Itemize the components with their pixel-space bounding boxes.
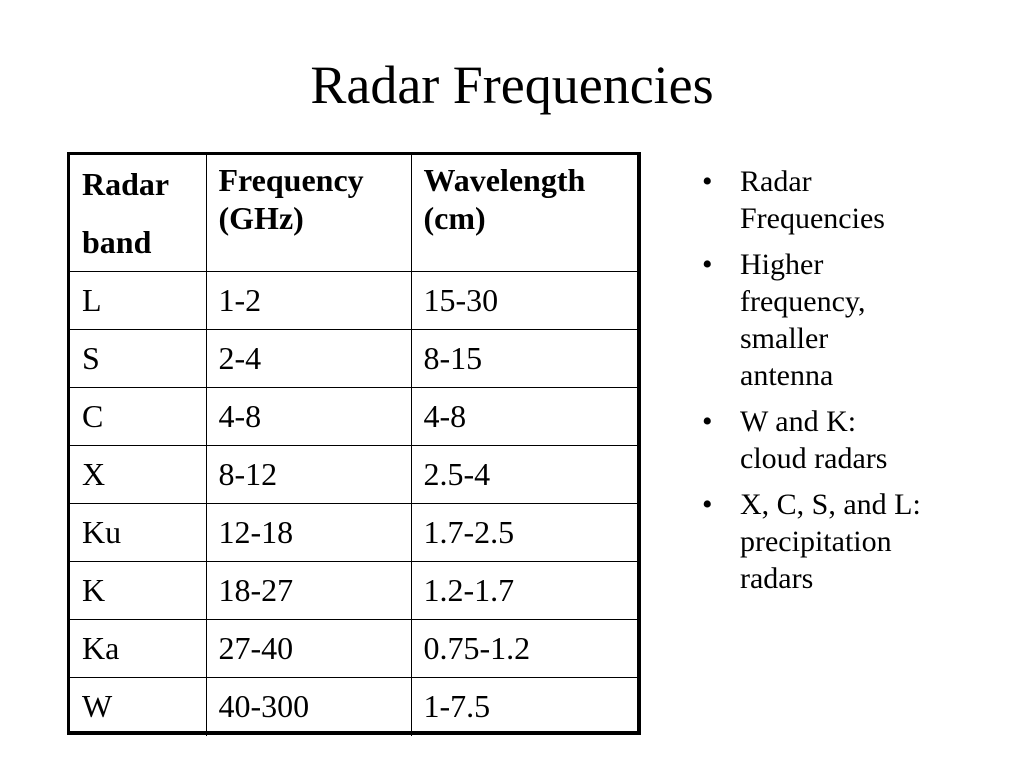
header-frequency-line2: (GHz) (218, 200, 304, 236)
header-wavelength-line2: (cm) (423, 200, 486, 236)
table-row: Ku 12-18 1.7-2.5 (70, 503, 637, 562)
header-frequency: Frequency (GHz) (205, 155, 412, 272)
wavelength-cell: 1-7.5 (410, 677, 637, 736)
wavelength-cell: 15-30 (410, 271, 637, 330)
bullet-line: Higher (740, 248, 824, 281)
bullet-item-higher-frequency: • Higher frequency, smaller antenna (700, 246, 1000, 394)
bullet-line: smaller (740, 322, 829, 355)
bullet-line: precipitation (740, 525, 892, 558)
band-cell: L (70, 271, 207, 330)
wavelength-cell: 8-15 (410, 329, 637, 388)
frequency-cell: 8-12 (205, 445, 412, 504)
wavelength-cell: 2.5-4 (410, 445, 637, 504)
bullet-line: W and K: (740, 405, 857, 438)
radar-band-table-frame: Radar band Frequency (GHz) Wavelength (c… (67, 152, 641, 736)
header-radar-band-line2: band (82, 224, 152, 260)
band-cell: S (70, 329, 207, 388)
bullet-line: cloud radars (740, 442, 888, 475)
table-row: Ka 27-40 0.75-1.2 (70, 619, 637, 678)
wavelength-cell: 1.2-1.7 (410, 561, 637, 620)
bullet-item-radar-frequencies: • Radar Frequencies (700, 163, 1000, 237)
slide-title: Radar Frequencies (310, 55, 714, 115)
table-row: L 1-2 15-30 (70, 271, 637, 330)
bullet-line: antenna (740, 359, 834, 392)
frequency-cell: 4-8 (205, 387, 412, 446)
bullet-line: radars (740, 562, 814, 595)
band-cell: Ka (70, 619, 207, 678)
frequency-cell: 12-18 (205, 503, 412, 562)
wavelength-cell: 0.75-1.2 (410, 619, 637, 678)
bullet-list: • Radar Frequencies • Higher frequency, … (700, 163, 1000, 606)
bullet-marker: • (702, 405, 713, 438)
frequency-cell: 18-27 (205, 561, 412, 620)
table-row: S 2-4 8-15 (70, 329, 637, 388)
bullet-item-precipitation-radars: • X, C, S, and L: precipitation radars (700, 486, 1000, 597)
header-radar-band: Radar band (70, 155, 207, 272)
frequency-cell: 40-300 (205, 677, 412, 736)
radar-band-table: Radar band Frequency (GHz) Wavelength (c… (70, 155, 637, 736)
table-header-row: Radar band Frequency (GHz) Wavelength (c… (70, 155, 637, 272)
band-cell: Ku (70, 503, 207, 562)
wavelength-cell: 1.7-2.5 (410, 503, 637, 562)
wavelength-cell: 4-8 (410, 387, 637, 446)
header-wavelength-line1: Wavelength (423, 162, 586, 198)
frequency-cell: 2-4 (205, 329, 412, 388)
bullet-marker: • (702, 488, 713, 521)
header-frequency-line1: Frequency (218, 162, 364, 198)
bullet-line: Radar (740, 165, 812, 198)
header-wavelength: Wavelength (cm) (410, 155, 637, 272)
frequency-cell: 27-40 (205, 619, 412, 678)
header-radar-band-line1: Radar (82, 166, 170, 202)
table-row: W 40-300 1-7.5 (70, 677, 637, 736)
frequency-cell: 1-2 (205, 271, 412, 330)
band-cell: W (70, 677, 207, 736)
table-row: K 18-27 1.2-1.7 (70, 561, 637, 620)
table-row: X 8-12 2.5-4 (70, 445, 637, 504)
band-cell: X (70, 445, 207, 504)
bullet-line: Frequencies (740, 202, 885, 235)
band-cell: K (70, 561, 207, 620)
bullet-line: frequency, (740, 285, 866, 318)
bullet-marker: • (702, 165, 713, 198)
bullet-line: X, C, S, and L: (740, 488, 921, 521)
band-cell: C (70, 387, 207, 446)
bullet-marker: • (702, 248, 713, 281)
table-row: C 4-8 4-8 (70, 387, 637, 446)
bullet-item-cloud-radars: • W and K: cloud radars (700, 403, 1000, 477)
